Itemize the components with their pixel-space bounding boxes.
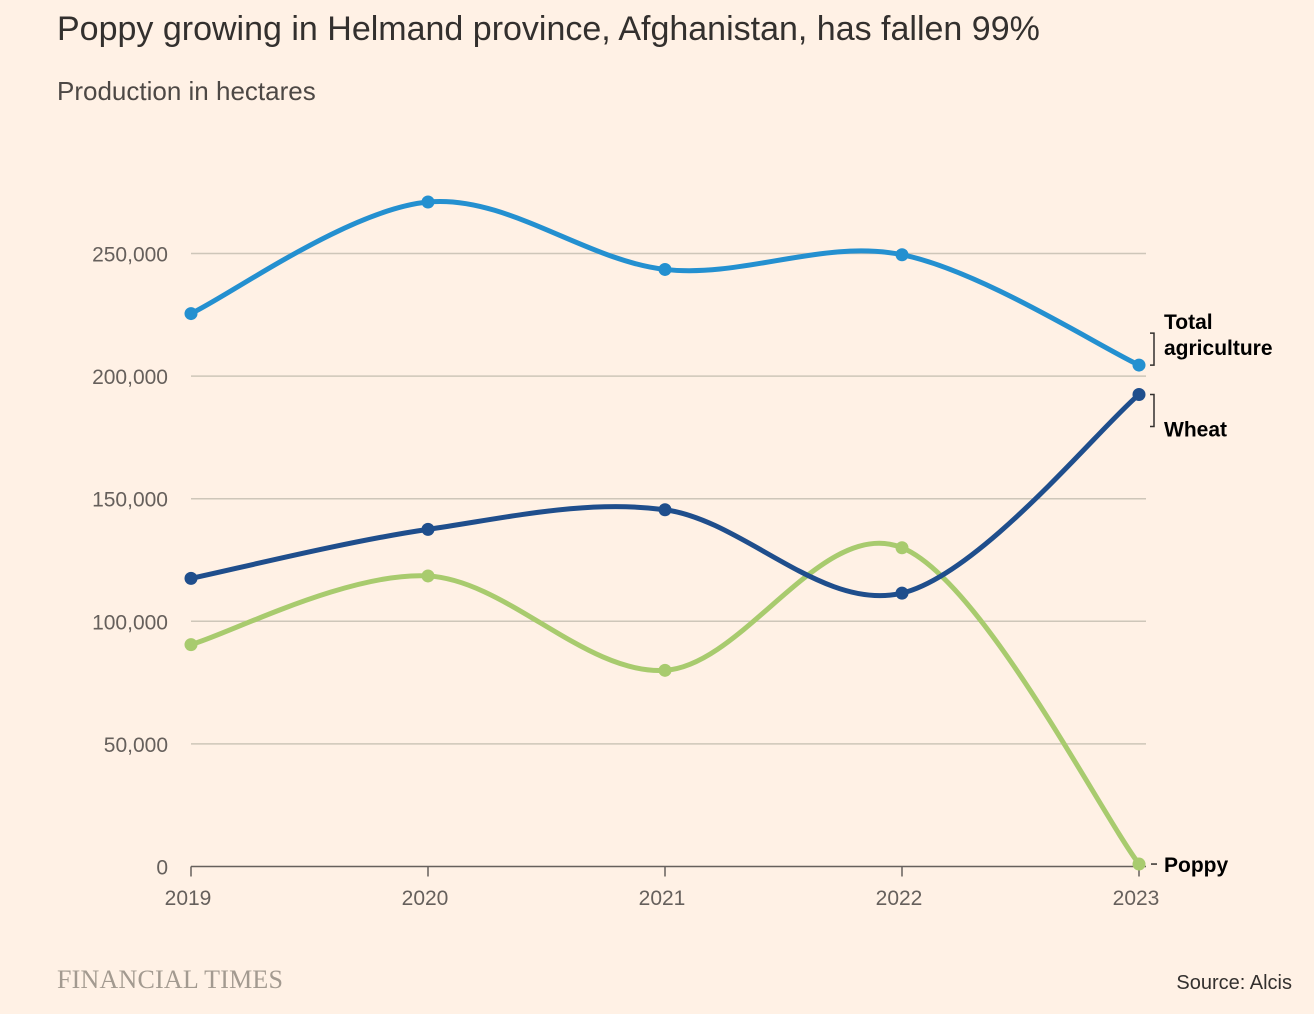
data-point-poppy bbox=[658, 663, 672, 677]
chart-subtitle: Production in hectares bbox=[57, 76, 316, 106]
y-tick-label: 100,000 bbox=[92, 611, 168, 634]
data-point-total-agriculture bbox=[184, 307, 198, 321]
data-point-wheat bbox=[184, 571, 198, 585]
data-point-poppy bbox=[421, 569, 435, 583]
series-label-wheat: Wheat bbox=[1164, 418, 1227, 441]
series-line-total-agriculture bbox=[188, 198, 1142, 368]
series-lines bbox=[188, 198, 1142, 867]
data-point-poppy bbox=[1132, 857, 1146, 871]
y-tick-label: 200,000 bbox=[92, 366, 168, 389]
data-point-poppy bbox=[184, 638, 198, 652]
series-points bbox=[184, 195, 1146, 871]
data-point-wheat bbox=[658, 503, 672, 517]
y-tick-label: 0 bbox=[156, 857, 168, 880]
grid-lines bbox=[191, 252, 1146, 745]
x-tick-label: 2023 bbox=[1113, 887, 1160, 910]
x-tick-label: 2021 bbox=[639, 887, 686, 910]
x-tick-label: 2019 bbox=[165, 887, 212, 910]
data-point-total-agriculture bbox=[895, 248, 909, 262]
series-label-total-agriculture: agriculture bbox=[1164, 337, 1273, 360]
label-connector bbox=[1150, 332, 1155, 366]
source-note: Source: Alcis bbox=[1176, 972, 1292, 994]
data-point-total-agriculture bbox=[658, 262, 672, 276]
data-point-total-agriculture bbox=[421, 195, 435, 209]
x-tick-label: 2020 bbox=[402, 887, 449, 910]
series-labels: Total agriculture Wheat Poppy bbox=[1150, 311, 1273, 877]
data-point-poppy bbox=[895, 541, 909, 555]
y-axis: 0 50,000 100,000 150,000 200,000 250,000 bbox=[92, 244, 168, 880]
data-point-total-agriculture bbox=[1132, 358, 1146, 372]
ft-logo: FINANCIAL TIMES bbox=[57, 965, 284, 994]
series-label-total-agriculture: Total bbox=[1164, 311, 1213, 334]
data-point-wheat bbox=[1132, 387, 1146, 401]
y-tick-label: 50,000 bbox=[104, 734, 168, 757]
series-label-poppy: Poppy bbox=[1164, 854, 1228, 877]
data-point-wheat bbox=[895, 586, 909, 600]
y-tick-label: 250,000 bbox=[92, 244, 168, 267]
label-connector bbox=[1150, 393, 1155, 428]
x-tick-label: 2022 bbox=[876, 887, 923, 910]
data-point-wheat bbox=[421, 522, 435, 536]
chart-title: Poppy growing in Helmand province, Afgha… bbox=[57, 10, 1040, 48]
series-line-wheat bbox=[188, 391, 1142, 599]
x-axis: 2019 2020 2021 2022 2023 bbox=[165, 865, 1160, 910]
series-line-poppy bbox=[188, 540, 1142, 867]
y-tick-label: 150,000 bbox=[92, 489, 168, 512]
